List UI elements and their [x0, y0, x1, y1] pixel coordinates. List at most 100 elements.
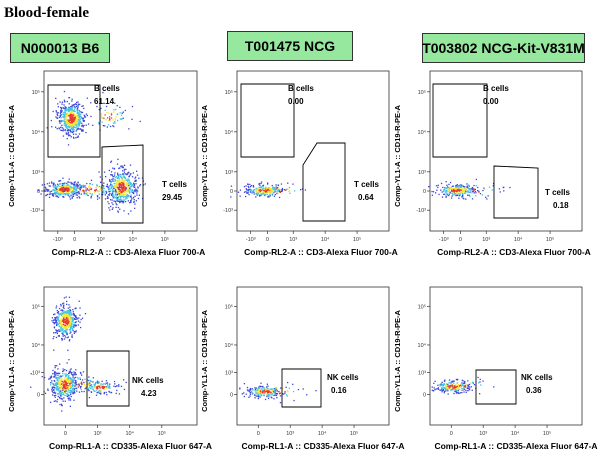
y-tick-label: 10³ [32, 371, 40, 377]
y-tick-label: 10⁵ [418, 89, 426, 96]
plot-frame [429, 70, 583, 232]
y-axis-label: Comp-YL1-A :: CD19-R-PE-A [200, 105, 209, 207]
x-tick-label: 10³ [479, 431, 487, 437]
gate-label: B cells [483, 84, 509, 93]
gate-value: 29.45 [162, 193, 183, 202]
plot-frame [43, 286, 198, 426]
gate-b-cells [47, 84, 101, 158]
page-title: Blood-female [4, 5, 89, 21]
gate-value: 0.36 [526, 386, 542, 395]
x-axis-label: Comp-RL1-A :: CD335-Alexa Fluor 647-A [49, 441, 212, 451]
y-tick-label: 10⁴ [225, 342, 234, 349]
x-axis-label: Comp-RL1-A :: CD335-Alexa Fluor 647-A [434, 441, 597, 451]
scatter-points [37, 90, 146, 215]
panel-2: -10³ 0 10³ 10⁴ 10⁵ 10⁵ 10⁴ 10³ 0 -10³ Comp-RL2-A :… [200, 70, 398, 257]
gate-value: 0.64 [358, 193, 374, 202]
scatter-points [431, 376, 495, 395]
plot-frame [236, 286, 390, 426]
x-tick-label: 0 [459, 237, 462, 243]
y-tick-label: -10³ [416, 208, 426, 214]
strain-label-b6: N000013 B6 [10, 33, 110, 63]
x-tick-label: 10⁵ [353, 236, 361, 243]
x-tick-label: 10³ [289, 237, 297, 243]
gate-label: T cells [162, 180, 187, 189]
y-tick-label: 10⁴ [418, 129, 427, 136]
plot-frame [429, 286, 583, 426]
gate-nk-cells [475, 369, 517, 405]
gate-b-cells [240, 83, 295, 158]
x-tick-label: 10⁴ [318, 430, 327, 437]
x-tick-label: 10³ [97, 237, 105, 243]
panel-1: -10³ 0 10³ 10⁴ 10⁵ 10⁵ 10⁴ 10³ 0 -10³ Comp-RL2-A :… [7, 70, 206, 257]
y-tick-label: 10⁵ [225, 303, 233, 310]
scatter-points [30, 296, 127, 412]
x-tick-label: 10⁵ [543, 430, 551, 437]
x-tick-label: 10⁵ [158, 430, 166, 437]
gate-nk-cells [86, 350, 130, 407]
scatter-points [428, 178, 511, 200]
scatter-points [239, 381, 317, 404]
y-tick-label: 10⁵ [32, 303, 40, 310]
y-tick-label: -10³ [223, 208, 233, 214]
x-tick-label: 10³ [482, 237, 490, 243]
x-tick-label: 10⁴ [128, 236, 137, 243]
x-tick-label: 10³ [94, 431, 102, 437]
x-tick-label: -10³ [53, 237, 63, 243]
x-tick-label: -10³ [439, 237, 449, 243]
x-tick-label: 10⁴ [514, 236, 523, 243]
y-tick-label: 0 [230, 189, 233, 195]
y-tick-label: 10⁴ [418, 342, 427, 349]
x-tick-label: 10⁵ [161, 236, 169, 243]
x-tick-label: 10⁵ [546, 236, 554, 243]
x-axis-label: Comp-RL2-A :: CD3-Alexa Fluor 700-A [437, 247, 591, 257]
gate-label: NK cells [521, 373, 553, 382]
gate-t-cells [101, 144, 144, 224]
x-tick-label: 0 [73, 237, 76, 243]
y-tick-label: -10³ [30, 208, 40, 214]
gate-t-cells [302, 142, 346, 222]
y-axis-label: Comp-YL1-A :: CD19-R-PE-A [393, 105, 402, 207]
gate-value: 0.18 [553, 201, 569, 210]
panel-3: -10³ 0 10³ 10⁴ 10⁵ 10⁵ 10⁴ 10³ 0 -10³ Comp-RL2-A :… [393, 70, 591, 257]
y-tick-label: 10⁴ [225, 129, 234, 136]
plot-frame [43, 70, 198, 232]
gate-label: B cells [288, 84, 314, 93]
gate-label: T cells [545, 188, 570, 197]
y-tick-label: 10⁵ [225, 89, 233, 96]
gate-nk-cells [281, 368, 322, 408]
x-tick-label: 10⁴ [125, 430, 134, 437]
x-tick-label: 10⁵ [350, 430, 358, 437]
strain-label-ncg: T001475 NCG [227, 31, 353, 61]
y-tick-label: 10⁵ [32, 89, 40, 96]
x-tick-label: 0 [257, 431, 260, 437]
y-tick-label: 0 [423, 189, 426, 195]
plot-frame [236, 70, 390, 232]
x-tick-label: 0 [450, 431, 453, 437]
gate-t-cells [493, 165, 539, 219]
y-axis-label: Comp-YL1-A :: CD19-R-PE-A [200, 310, 209, 412]
x-tick-label: 0 [64, 431, 67, 437]
y-tick-label: 0 [37, 189, 40, 195]
y-tick-label: 0 [37, 393, 40, 399]
gate-label: NK cells [327, 373, 359, 382]
x-axis-label: Comp-RL2-A :: CD3-Alexa Fluor 700-A [52, 247, 206, 257]
y-tick-label: 10³ [418, 371, 426, 377]
gate-value: 0.00 [288, 97, 304, 106]
x-tick-label: 10³ [286, 431, 294, 437]
y-tick-label: 10³ [225, 170, 233, 176]
gate-value: 4.23 [141, 389, 157, 398]
x-axis-label: Comp-RL2-A :: CD3-Alexa Fluor 700-A [244, 247, 398, 257]
gate-b-cells [432, 83, 488, 158]
y-tick-label: 10³ [225, 371, 233, 377]
x-tick-label: 10⁴ [511, 430, 520, 437]
y-tick-label: 10³ [418, 170, 426, 176]
x-axis-label: Comp-RL1-A :: CD335-Alexa Fluor 647-A [241, 441, 404, 451]
y-tick-label: 10⁴ [32, 129, 41, 136]
scatter-points [230, 181, 307, 199]
y-tick-label: 10³ [32, 170, 40, 176]
y-tick-label: 10⁴ [32, 342, 41, 349]
